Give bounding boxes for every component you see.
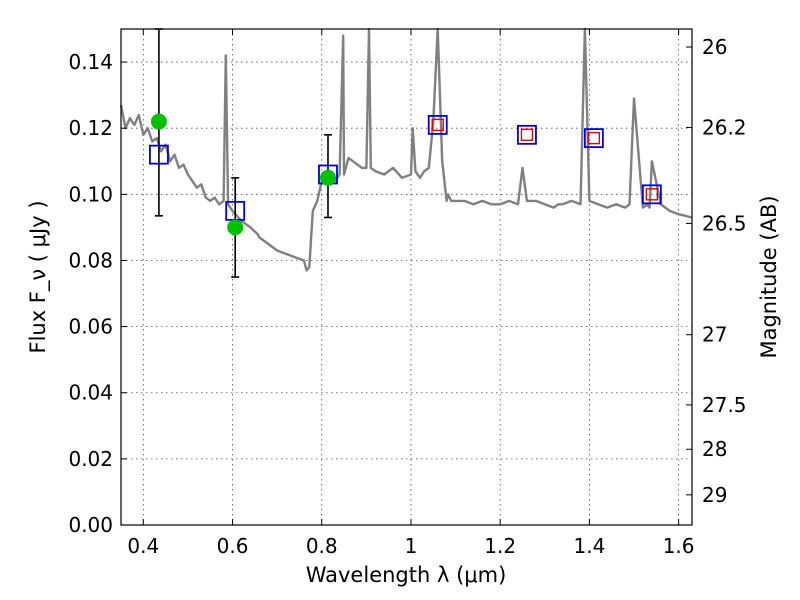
model-square — [149, 144, 169, 165]
right-tick-label: 26.2 — [702, 115, 747, 139]
y-tick-label: 0.10 — [68, 182, 113, 206]
right-tick-label: 26.5 — [702, 211, 747, 235]
y-tick-label: 0.12 — [68, 116, 113, 140]
observed-point — [227, 219, 244, 236]
y-tick-label: 0.06 — [68, 315, 113, 339]
y-axis-label: Flux F_ν ( μJy ) — [26, 200, 51, 353]
spectrum-series — [119, 27, 693, 272]
model-square — [641, 184, 662, 205]
grid-lines — [121, 29, 692, 526]
x-axis-label: Wavelength λ (μm) — [306, 563, 507, 587]
observed-square — [520, 128, 534, 142]
x-tick-label: 0.8 — [306, 534, 338, 558]
photometry-points — [149, 28, 662, 278]
x-tick-label: 0.6 — [217, 534, 249, 558]
y-tick-label: 0.00 — [68, 513, 113, 537]
right-tick-label: 28 — [702, 437, 727, 461]
right-axis-ticks: 26 26.2 26.5 27 27.5 28 29 — [686, 35, 747, 507]
observed-square — [645, 188, 659, 201]
observed-point — [150, 113, 167, 130]
x-tick-label: 0.4 — [127, 534, 159, 558]
y-tick-label: 0.02 — [68, 447, 113, 471]
model-square — [517, 124, 537, 145]
right-tick-label: 27 — [702, 323, 727, 347]
observed-point — [319, 169, 336, 186]
model-square — [583, 128, 604, 149]
observed-square — [431, 118, 444, 132]
x-axis-ticks: 0.4 0.6 0.8 1 1.2 1.4 1.6 — [127, 29, 695, 558]
right-tick-label: 26 — [702, 35, 727, 59]
observed-square — [587, 131, 601, 145]
y-tick-label: 0.14 — [68, 50, 113, 74]
y-tick-label: 0.08 — [68, 248, 113, 272]
x-tick-label: 1.4 — [573, 534, 605, 558]
model-square — [427, 114, 448, 135]
spectrum-line — [119, 27, 693, 272]
y-tick-label: 0.04 — [68, 381, 113, 405]
y-axis-ticks: 0.00 0.02 0.04 0.06 0.08 0.10 0.12 0.14 — [68, 50, 127, 537]
right-tick-label: 27.5 — [702, 393, 747, 417]
right-tick-label: 29 — [702, 483, 727, 507]
right-axis-label: Magnitude (AB) — [757, 195, 781, 358]
x-tick-label: 1.2 — [484, 534, 516, 558]
x-tick-label: 1 — [405, 534, 418, 558]
x-tick-label: 1.6 — [663, 534, 695, 558]
plot-frame — [120, 28, 693, 526]
